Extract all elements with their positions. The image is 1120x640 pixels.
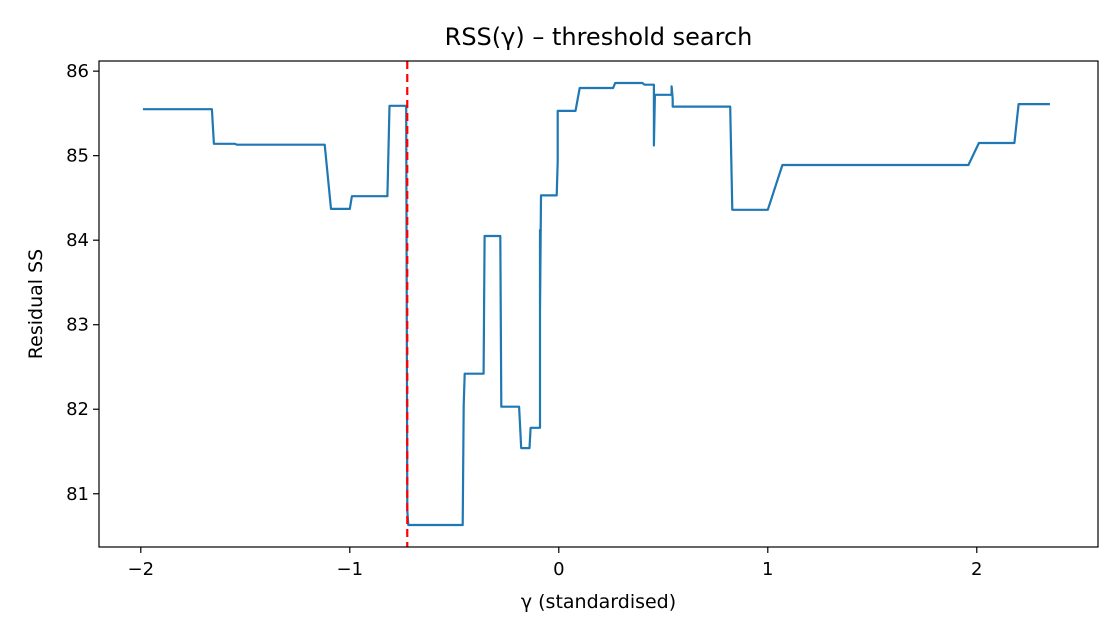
y-tick-label: 86 (66, 61, 89, 82)
y-tick-label: 83 (66, 315, 89, 336)
x-tick-label: −1 (337, 559, 364, 580)
plot-frame (98, 60, 1099, 548)
rss-series-line (142, 81, 1050, 527)
y-tick-label: 84 (66, 230, 89, 251)
y-tick-label: 85 (66, 146, 89, 167)
x-axis-ticks: −2 −1 0 1 2 (128, 547, 983, 580)
y-axis-ticks: 81 82 83 84 85 86 (66, 61, 99, 505)
x-axis-label: γ (standardised) (521, 591, 676, 613)
y-tick-label: 81 (66, 484, 89, 505)
y-tick-label: 82 (66, 399, 89, 420)
x-tick-label: −2 (128, 559, 155, 580)
x-tick-label: 2 (971, 559, 982, 580)
y-axis-label: Residual SS (25, 249, 47, 359)
x-tick-label: 1 (762, 559, 773, 580)
x-tick-label: 0 (553, 559, 564, 580)
plot-area (142, 61, 1050, 547)
chart-title: RSS(γ) – threshold search (445, 23, 753, 51)
